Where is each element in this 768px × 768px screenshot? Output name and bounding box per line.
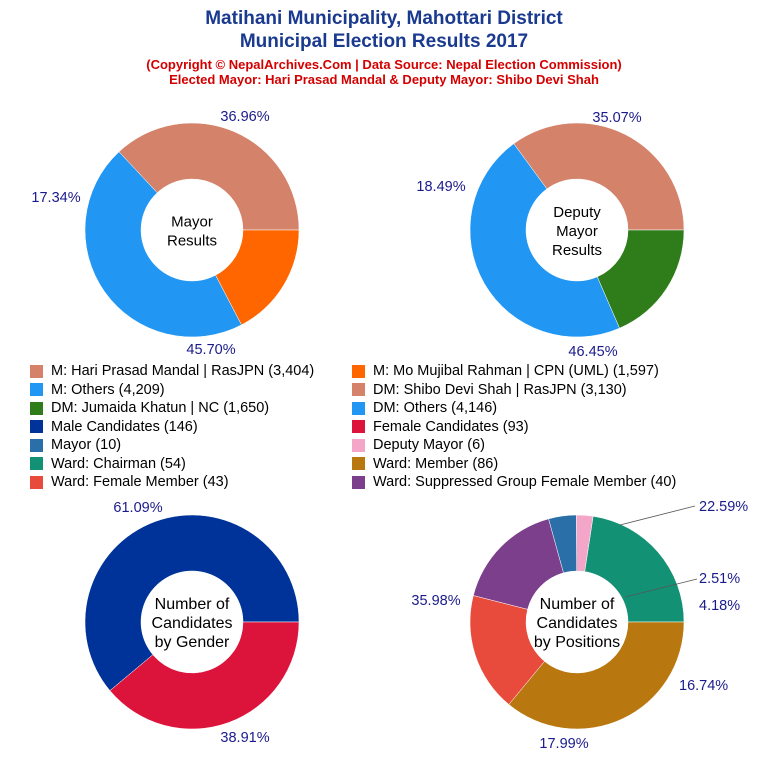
- legend-swatch: [30, 383, 43, 396]
- legend-swatch: [352, 420, 365, 433]
- legend-item: M: Hari Prasad Mandal | RasJPN (3,404): [30, 363, 314, 379]
- slice-percent-label: 4.18%: [699, 598, 740, 614]
- slice-percent-label: 17.34%: [31, 190, 80, 206]
- legend-item: DM: Jumaida Khatun | NC (1,650): [30, 400, 269, 416]
- legend-item: DM: Shibo Devi Shah | RasJPN (3,130): [352, 382, 627, 398]
- donut-slice: [109, 621, 300, 730]
- donut-slice: [118, 122, 300, 231]
- legend-swatch: [352, 383, 365, 396]
- donut-slice: [215, 229, 300, 326]
- legend-label: Male Candidates (146): [51, 418, 198, 435]
- legend-item: Ward: Chairman (54): [30, 456, 186, 472]
- donut-center-label: by Gender: [155, 634, 230, 651]
- legend-swatch: [30, 420, 43, 433]
- legend-label: DM: Jumaida Khatun | NC (1,650): [51, 400, 270, 416]
- legend-item: DM: Others (4,146): [352, 400, 497, 416]
- donut-center-label: Mayor: [556, 223, 598, 240]
- chart-subtitle-source: (Copyright © NepalArchives.Com | Data So…: [146, 57, 622, 72]
- slice-percent-label: 22.59%: [699, 499, 748, 515]
- donut-slice: [469, 143, 620, 338]
- slice-percent-label: 38.91%: [220, 730, 269, 746]
- donut-center-label: Number of: [155, 596, 230, 613]
- donut-center-label: Mayor: [171, 214, 213, 231]
- legend-label: M: Others (4,209): [51, 381, 165, 398]
- legend-item: M: Mo Mujibal Rahman | CPN (UML) (1,597): [352, 363, 659, 379]
- slice-percent-label: 16.74%: [679, 678, 728, 694]
- legend-item: Ward: Female Member (43): [30, 474, 229, 490]
- legend-label: DM: Others (4,146): [373, 400, 498, 416]
- legend-swatch: [352, 457, 365, 470]
- legend-item: Mayor (10): [30, 437, 121, 453]
- legend-swatch: [352, 401, 365, 415]
- legend-label: Ward: Suppressed Group Female Member (40…: [373, 474, 677, 490]
- donut-center-label: Number of: [540, 596, 615, 613]
- donut-slice: [84, 514, 300, 692]
- donut-slice: [508, 621, 685, 730]
- donut-slice: [584, 515, 685, 623]
- legend-item: Female Candidates (93): [352, 419, 529, 435]
- legend-swatch: [30, 475, 43, 489]
- slice-percent-label: 2.51%: [699, 571, 740, 587]
- legend-label: Ward: Female Member (43): [51, 474, 229, 490]
- legend-item: Deputy Mayor (6): [352, 437, 485, 453]
- leader-line: [619, 505, 696, 526]
- slice-percent-label: 35.98%: [411, 593, 460, 609]
- legend-label: Ward: Member (86): [373, 455, 499, 472]
- legend-item: Ward: Member (86): [352, 456, 498, 472]
- donut-center-label: Candidates: [537, 615, 618, 632]
- legend-swatch: [352, 364, 365, 378]
- legend-swatch: [352, 475, 365, 489]
- legend-label: Mayor (10): [51, 437, 122, 453]
- legend-label: M: Mo Mujibal Rahman | CPN (UML) (1,597): [373, 363, 659, 379]
- legend-swatch: [30, 401, 43, 415]
- donut-slice: [596, 229, 685, 329]
- slice-percent-label: 46.45%: [568, 344, 617, 360]
- legend-swatch: [352, 438, 365, 452]
- legend-swatch: [30, 438, 43, 452]
- legend-label: DM: Shibo Devi Shah | RasJPN (3,130): [373, 381, 627, 398]
- slice-percent-label: 18.49%: [416, 179, 465, 195]
- donut-slice: [469, 595, 545, 705]
- slice-percent-label: 61.09%: [113, 500, 162, 516]
- donut-slice: [84, 151, 242, 338]
- donut-center-label: Results: [552, 242, 602, 259]
- slice-percent-label: 17.99%: [539, 736, 588, 752]
- donut-center-label: Candidates: [152, 615, 233, 632]
- legend-swatch: [30, 364, 43, 378]
- legend-item: M: Others (4,209): [30, 382, 165, 398]
- donut-center-label: Results: [167, 233, 217, 250]
- legend-label: Deputy Mayor (6): [373, 437, 486, 453]
- slice-percent-label: 35.07%: [592, 110, 641, 126]
- legend-swatch: [30, 457, 43, 470]
- slice-percent-label: 36.96%: [220, 109, 269, 125]
- legend-item: Male Candidates (146): [30, 419, 198, 435]
- chart-subtitle-elected: Elected Mayor: Hari Prasad Mandal & Depu…: [169, 72, 599, 87]
- legend-label: Ward: Chairman (54): [51, 455, 186, 472]
- legend-label: M: Hari Prasad Mandal | RasJPN (3,404): [51, 363, 315, 379]
- chart-title-line-2: Municipal Election Results 2017: [239, 31, 529, 52]
- donut-slice: [513, 122, 685, 231]
- leader-line: [624, 578, 698, 598]
- slice-percent-label: 45.70%: [186, 342, 235, 358]
- donut-center-label: Deputy: [553, 204, 601, 221]
- legend-item: Ward: Suppressed Group Female Member (40…: [352, 474, 676, 490]
- legend-label: Female Candidates (93): [373, 418, 529, 435]
- donut-center-label: by Positions: [534, 634, 620, 651]
- chart-title: Matihani Municipality, Mahottari Distric…: [205, 8, 563, 29]
